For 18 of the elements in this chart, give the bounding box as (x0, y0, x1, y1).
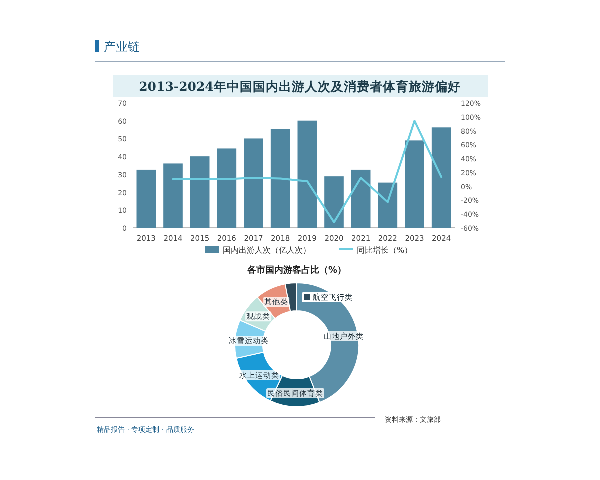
bar (164, 164, 183, 228)
bar (217, 148, 237, 228)
bar (324, 176, 344, 228)
bar (432, 128, 452, 228)
bar (378, 182, 398, 228)
chart-title: 各市国内游客占比（%） (246, 265, 347, 276)
bar (405, 140, 424, 228)
legend-label: 国内出游人次（亿人次） (223, 246, 311, 255)
bar (351, 170, 371, 228)
bar (298, 120, 318, 228)
bar (136, 170, 156, 228)
text: 产业链 (104, 40, 140, 54)
line-series (172, 120, 443, 224)
legend-label: 同比增长（%） (357, 246, 413, 255)
bar (244, 138, 264, 228)
bar (270, 129, 290, 228)
bar (190, 156, 210, 228)
chart-title: 2013-2024年中国国内出游人次及消费者体育旅游偏好 (139, 79, 461, 94)
